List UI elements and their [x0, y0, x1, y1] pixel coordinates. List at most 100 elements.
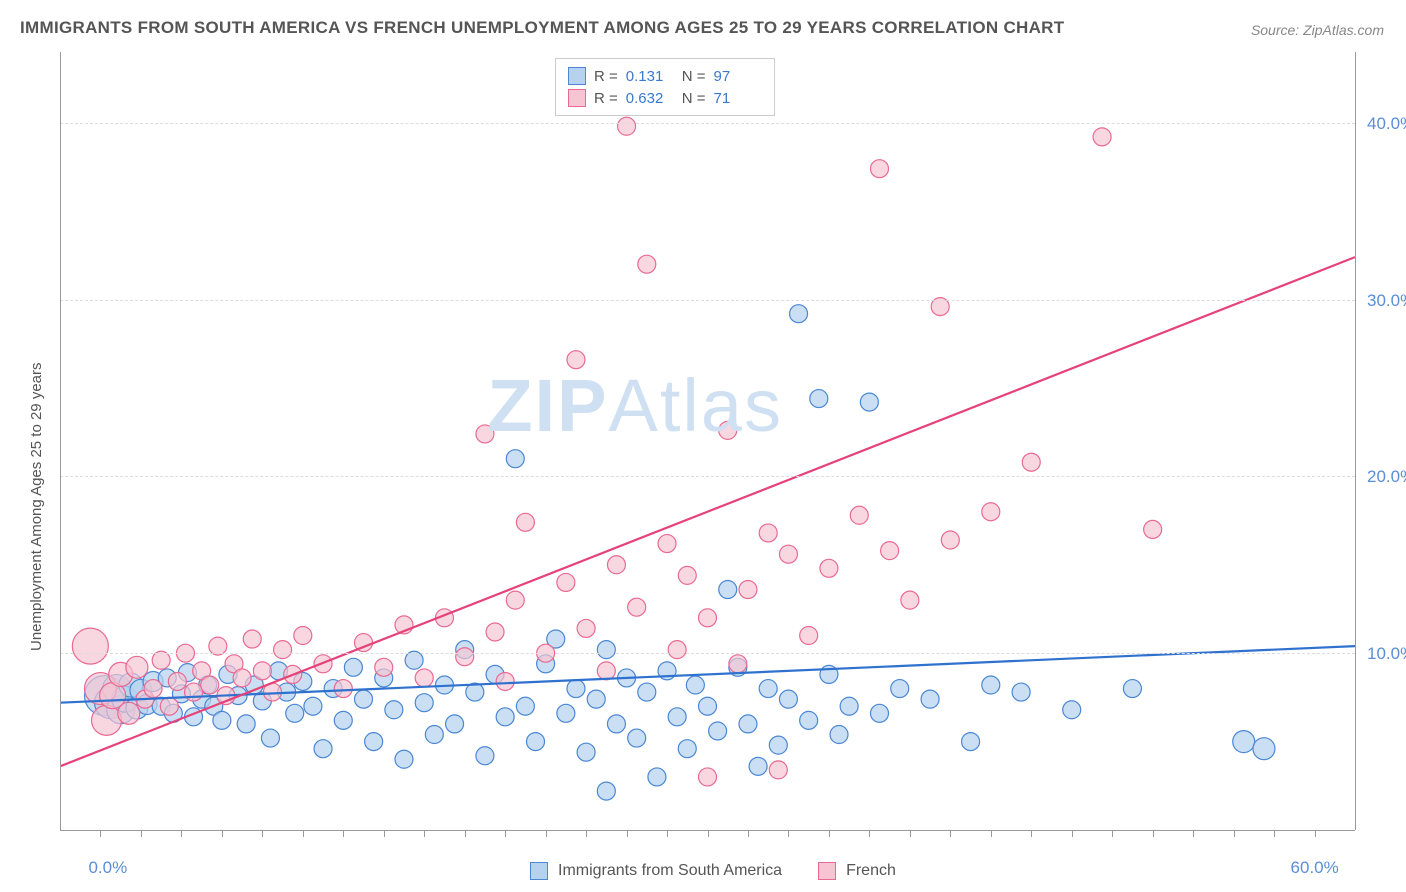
data-point: [243, 630, 261, 648]
data-point: [749, 757, 767, 775]
x-tick: [627, 830, 628, 837]
data-point: [1093, 128, 1111, 146]
data-point: [870, 160, 888, 178]
grid-line: [60, 300, 1355, 301]
n-label: N =: [682, 68, 706, 85]
data-point: [800, 711, 818, 729]
legend-swatch-icon: [568, 89, 586, 107]
legend-swatch-icon: [568, 67, 586, 85]
data-point: [719, 421, 737, 439]
x-tick: [1193, 830, 1194, 837]
data-point: [261, 729, 279, 747]
x-tick-label: 60.0%: [1291, 858, 1339, 878]
data-point: [415, 694, 433, 712]
r-value: 0.131: [626, 68, 674, 85]
r-label: R =: [594, 68, 618, 85]
data-point: [810, 390, 828, 408]
data-point: [850, 506, 868, 524]
data-point: [759, 524, 777, 542]
data-point: [628, 598, 646, 616]
data-point: [72, 628, 108, 664]
data-point: [607, 556, 625, 574]
data-point: [168, 672, 186, 690]
grid-line: [60, 123, 1355, 124]
data-point: [365, 733, 383, 751]
data-point: [577, 743, 595, 761]
chart-title: IMMIGRANTS FROM SOUTH AMERICA VS FRENCH …: [20, 18, 1064, 38]
plot-area: [60, 52, 1355, 830]
data-point: [92, 705, 122, 735]
right-axis: [1355, 52, 1356, 830]
x-tick: [788, 830, 789, 837]
x-tick: [384, 830, 385, 837]
data-point: [870, 704, 888, 722]
data-point: [597, 782, 615, 800]
data-point: [1012, 683, 1030, 701]
data-point: [233, 669, 251, 687]
source-label: Source: ZipAtlas.com: [1251, 22, 1384, 38]
n-value: 97: [714, 68, 762, 85]
x-tick: [1072, 830, 1073, 837]
data-point: [486, 623, 504, 641]
data-point: [800, 627, 818, 645]
legend-series: Immigrants from South AmericaFrench: [530, 862, 922, 880]
data-point: [334, 680, 352, 698]
x-tick: [303, 830, 304, 837]
r-value: 0.632: [626, 90, 674, 107]
trend-line: [60, 257, 1355, 766]
x-tick: [869, 830, 870, 837]
data-point: [769, 761, 787, 779]
y-axis-label: Unemployment Among Ages 25 to 29 years: [28, 363, 45, 652]
data-point: [126, 656, 148, 678]
data-point: [185, 683, 203, 701]
data-point: [304, 697, 322, 715]
data-point: [638, 683, 656, 701]
data-point: [456, 648, 474, 666]
x-tick: [181, 830, 182, 837]
x-tick: [1315, 830, 1316, 837]
x-tick: [141, 830, 142, 837]
x-tick: [1153, 830, 1154, 837]
data-point: [506, 450, 524, 468]
grid-line: [60, 476, 1355, 477]
data-point: [881, 542, 899, 560]
data-point: [375, 658, 393, 676]
data-point: [237, 715, 255, 733]
data-point: [496, 708, 514, 726]
data-point: [699, 697, 717, 715]
x-tick: [910, 830, 911, 837]
data-point: [678, 740, 696, 758]
data-point: [415, 669, 433, 687]
data-point: [678, 566, 696, 584]
data-point: [213, 711, 231, 729]
legend-item-label: Immigrants from South America: [558, 862, 782, 880]
data-point: [739, 715, 757, 733]
data-point: [385, 701, 403, 719]
data-point: [557, 573, 575, 591]
x-tick: [829, 830, 830, 837]
data-point: [253, 662, 271, 680]
data-point: [648, 768, 666, 786]
data-point: [274, 641, 292, 659]
data-point: [769, 736, 787, 754]
data-point: [527, 733, 545, 751]
data-point: [314, 740, 332, 758]
data-point: [286, 704, 304, 722]
data-point: [921, 690, 939, 708]
data-point: [597, 662, 615, 680]
data-point: [1022, 453, 1040, 471]
data-point: [597, 641, 615, 659]
data-point: [779, 690, 797, 708]
data-point: [294, 627, 312, 645]
y-tick-label: 20.0%: [1367, 467, 1406, 487]
data-point: [820, 559, 838, 577]
legend-swatch-icon: [818, 862, 836, 880]
x-tick: [262, 830, 263, 837]
data-point: [668, 641, 686, 659]
data-point: [830, 726, 848, 744]
data-point: [1123, 680, 1141, 698]
x-tick: [546, 830, 547, 837]
x-tick: [100, 830, 101, 837]
x-tick: [465, 830, 466, 837]
data-point: [840, 697, 858, 715]
